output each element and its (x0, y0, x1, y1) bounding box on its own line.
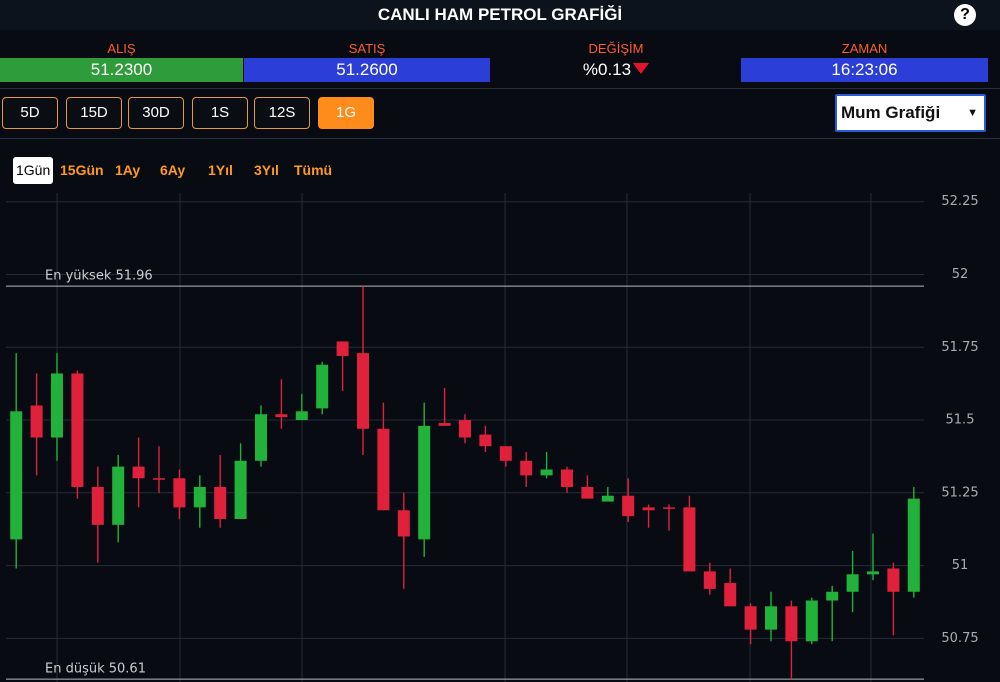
interval-button[interactable]: 1S (192, 97, 248, 129)
candle-body (132, 466, 145, 479)
candle-body (71, 373, 84, 487)
candle-body (622, 495, 635, 517)
quote: ZAMAN 16:23:06 (741, 38, 988, 84)
quote: SATIŞ 51.2600 (244, 38, 490, 84)
candle-body (683, 507, 696, 572)
interval-button[interactable]: 15D (66, 97, 122, 129)
candle-body (520, 460, 533, 476)
candle-body (255, 414, 267, 461)
quote-label: ZAMAN (841, 41, 888, 56)
candle-body (601, 495, 614, 502)
candle-body (193, 486, 206, 508)
candle-body (479, 434, 492, 447)
y-tick-label: 51.25 (941, 485, 978, 500)
quote: ALIŞ 51.2300 (0, 38, 243, 84)
candle-body (907, 498, 920, 592)
candle-body (765, 606, 777, 630)
candle-body (663, 507, 675, 509)
candle-body (234, 460, 247, 519)
candle-body (377, 428, 390, 511)
y-tick-label: 50.75 (941, 631, 978, 646)
range-tab[interactable]: 1Yıl (208, 162, 233, 178)
range-tab[interactable]: 3Yıl (254, 162, 279, 178)
quote-value: %0.13 (582, 60, 632, 79)
candle-body (540, 469, 553, 476)
candle-body (499, 446, 512, 461)
quote-value: 51.2600 (244, 58, 490, 82)
candle-body (173, 478, 186, 508)
quote-value: 51.2300 (0, 58, 243, 82)
candle-body (724, 583, 737, 607)
chart-style-text: Mum Grafiği (841, 103, 941, 122)
range-tab[interactable]: 15Gün (60, 162, 104, 178)
candle-body (581, 486, 594, 499)
y-tick-label: 51 (952, 558, 969, 573)
interval-button[interactable]: 1G (318, 97, 374, 129)
page-title: CANLI HAM PETROL GRAFİĞİ (377, 5, 623, 24)
candle-body (112, 466, 125, 525)
y-tick-label: 51.75 (941, 340, 978, 355)
candle-body (703, 571, 716, 589)
quote-label: DEĞİŞİM (588, 41, 644, 56)
interval-button[interactable]: 12S (254, 97, 310, 129)
candle-body (357, 353, 369, 429)
quote: DEĞİŞİM %0.13 (494, 38, 738, 84)
candle-body (887, 568, 900, 592)
quote-value-wrap: %0.13 (494, 58, 738, 82)
help-button[interactable]: ? (954, 4, 976, 26)
candle-body (642, 507, 655, 511)
quote-label: SATIŞ (348, 41, 386, 56)
candle-body (10, 411, 23, 540)
candle-body (214, 486, 227, 519)
chart-style-select[interactable]: Mum Grafiği ▼ (835, 94, 986, 132)
quote-label: ALIŞ (107, 41, 136, 56)
header: CANLI HAM PETROL GRAFİĞİ ? (0, 0, 1000, 30)
candle-body (785, 606, 798, 642)
y-tick-label: 52 (952, 267, 969, 282)
candle-body (846, 574, 859, 592)
candle-body (336, 341, 349, 356)
candle-body (867, 571, 879, 575)
candle-body (438, 422, 451, 426)
candle-body (275, 414, 288, 418)
candle-body (316, 364, 329, 409)
annotation-label: En düşük 50.61 (45, 662, 146, 677)
range-tab[interactable]: 6Ay (160, 162, 186, 178)
separator (0, 88, 1000, 89)
candle-body (805, 600, 818, 642)
range-tab[interactable]: Tümü (294, 162, 333, 178)
candle-body (561, 469, 573, 487)
candle-body (397, 510, 410, 537)
candle-body (295, 411, 308, 421)
candle-body (30, 405, 43, 438)
range-tab[interactable]: 1Ay (115, 162, 141, 178)
range-tab[interactable]: 1Gün (13, 157, 54, 184)
candle-body (744, 606, 757, 630)
interval-button[interactable]: 5D (2, 97, 58, 129)
candle-body (826, 591, 839, 601)
dropdown-arrow: ▼ (967, 107, 978, 119)
candle-body (418, 425, 431, 540)
candle-body (91, 486, 104, 525)
interval-button[interactable]: 30D (128, 97, 184, 129)
candle-body (51, 373, 63, 438)
down-arrow (633, 63, 650, 74)
candle-body (153, 478, 165, 480)
annotation-label: En yüksek 51.96 (45, 269, 153, 284)
separator (0, 138, 1000, 139)
y-tick-label: 51.5 (946, 413, 975, 428)
y-tick-label: 52.25 (941, 194, 978, 209)
candle-body (459, 420, 471, 438)
quote-value: 16:23:06 (741, 58, 988, 82)
